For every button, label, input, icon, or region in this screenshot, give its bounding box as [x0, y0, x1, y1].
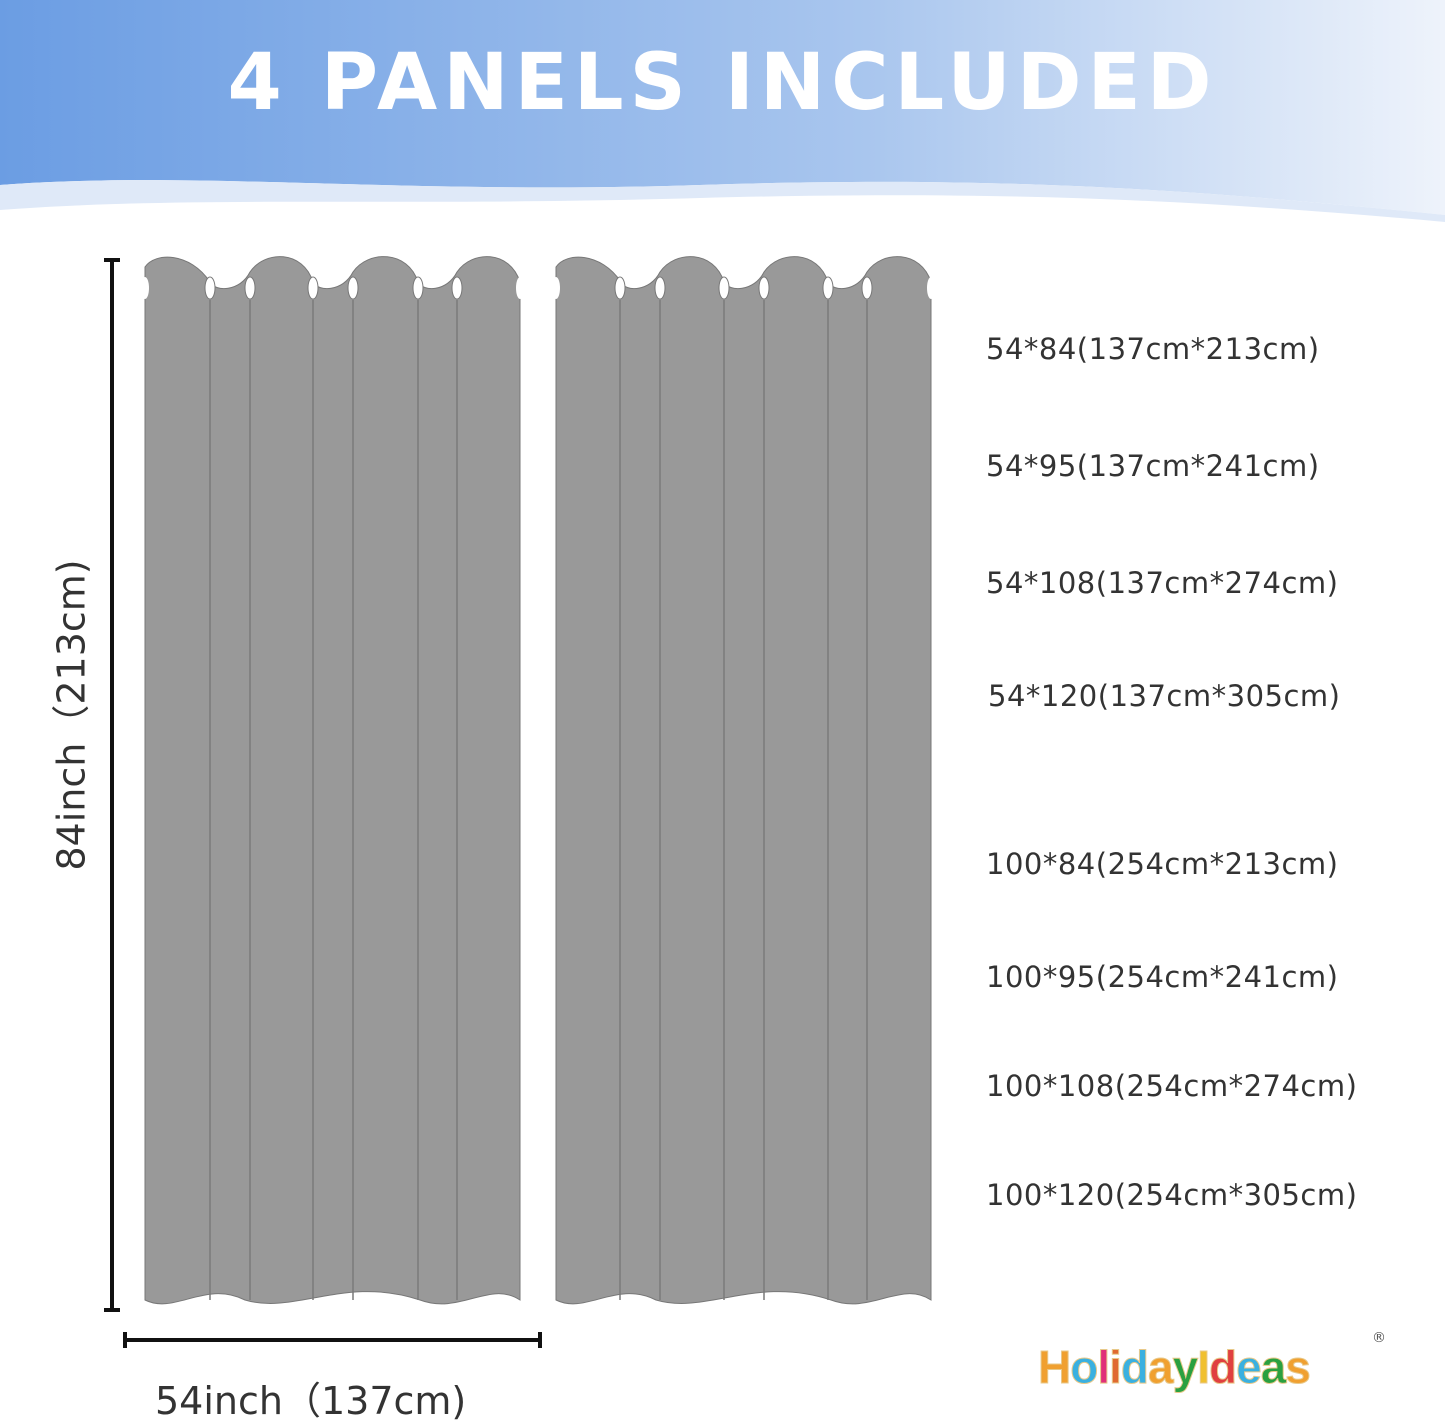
brand-logo: HolidayIdeas — [1037, 1340, 1363, 1394]
banner-title: 4 PANELS INCLUDED — [227, 38, 1218, 128]
grommet — [141, 277, 149, 299]
logo-letter: e — [1236, 1341, 1263, 1394]
logo-letter: y — [1172, 1341, 1199, 1394]
grommet — [861, 276, 873, 300]
size-option: 54*84(137cm*213cm) — [986, 332, 1320, 366]
size-option: 100*120(254cm*305cm) — [986, 1178, 1358, 1212]
logo-letter: d — [1120, 1341, 1149, 1394]
height-dimension-label: 84inch（213cm) — [49, 559, 94, 871]
logo-letter: s — [1285, 1341, 1312, 1394]
logo-letter: i — [1109, 1341, 1123, 1394]
grommet — [244, 276, 256, 300]
logo-letter: H — [1037, 1341, 1071, 1394]
grommet — [412, 276, 424, 300]
grommet — [552, 277, 560, 299]
grommet — [822, 276, 834, 300]
logo-letter: l — [1097, 1341, 1111, 1394]
size-option: 54*108(137cm*274cm) — [986, 566, 1339, 600]
logo-letter: a — [1148, 1341, 1175, 1394]
size-option: 100*95(254cm*241cm) — [986, 960, 1339, 994]
grommet — [614, 276, 626, 300]
grommet — [307, 276, 319, 300]
grommet — [654, 276, 666, 300]
logo-letter: o — [1070, 1341, 1099, 1394]
header-banner — [0, 0, 1445, 222]
logo-letter: a — [1260, 1341, 1287, 1394]
grommet — [718, 276, 730, 300]
logo-letter: I — [1197, 1341, 1211, 1394]
registered-mark: ® — [1372, 1330, 1386, 1346]
size-option: 54*120(137cm*305cm) — [988, 679, 1341, 713]
grommet — [451, 276, 463, 300]
size-option: 100*108(254cm*274cm) — [986, 1069, 1358, 1103]
size-option: 54*95(137cm*241cm) — [986, 449, 1320, 483]
grommet — [347, 276, 359, 300]
size-option: 100*84(254cm*213cm) — [986, 847, 1339, 881]
curtain-panel — [144, 256, 521, 1305]
grommet — [758, 276, 770, 300]
curtain-panel — [555, 256, 932, 1305]
grommet — [204, 276, 216, 300]
logo-letter: d — [1208, 1341, 1237, 1394]
width-dimension-label: 54inch（137cm) — [155, 1379, 467, 1423]
grommet — [516, 277, 524, 299]
grommet — [927, 277, 935, 299]
